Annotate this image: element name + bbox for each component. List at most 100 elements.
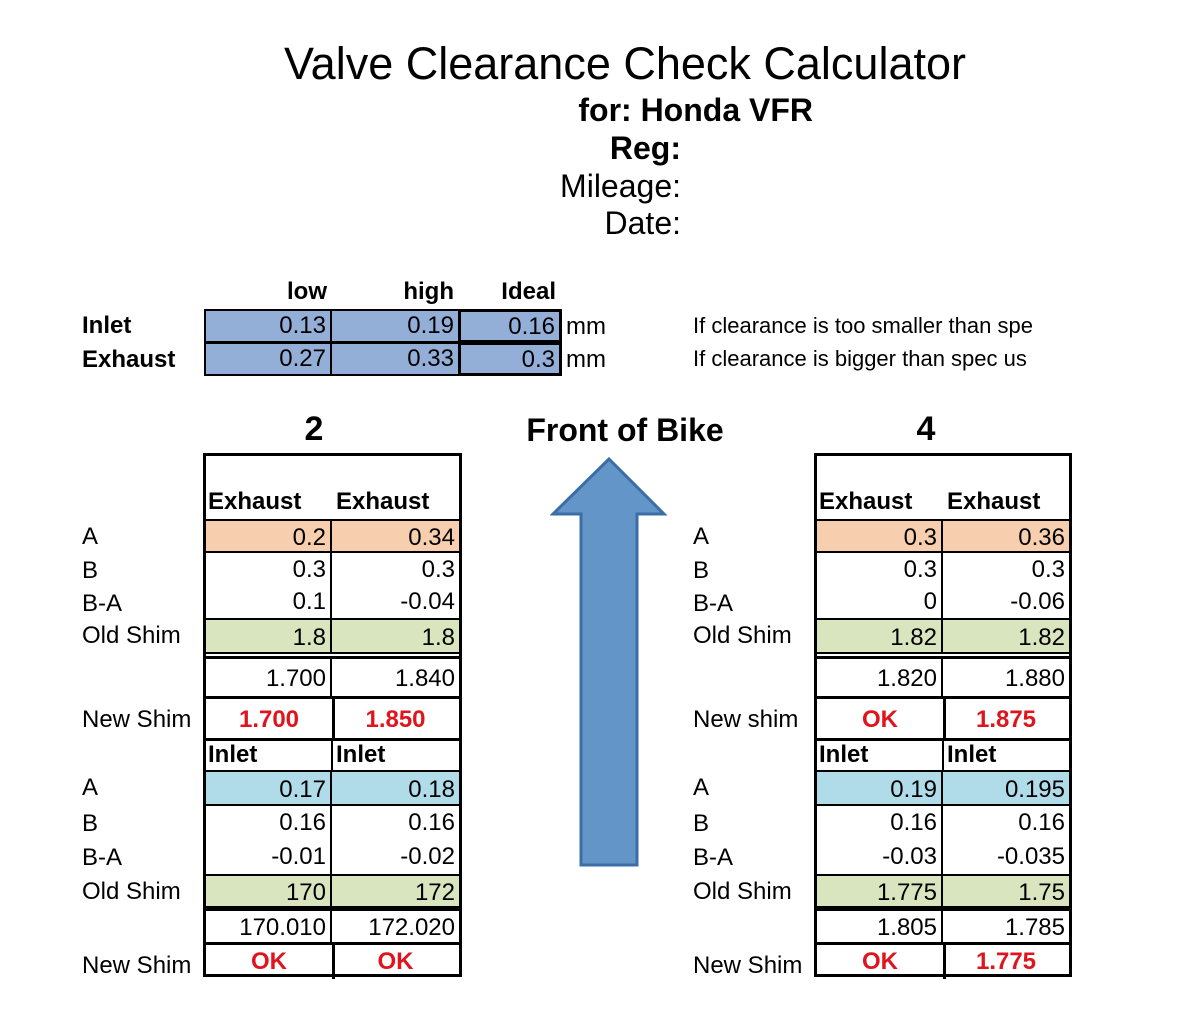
cyl2-inlet-new-shim-1: OK — [206, 942, 335, 979]
cyl2-exhaust-old-2[interactable]: 1.8 — [332, 618, 459, 654]
cylinder-4-heading: 4 — [916, 410, 936, 448]
cyl2-inlet-calc-2: 172.020 — [332, 908, 459, 942]
cyl4-inlet-b-1[interactable]: 0.16 — [817, 806, 943, 840]
note-too-big: If clearance is bigger than spec us — [693, 346, 1027, 371]
cyl4-inlet-b-2[interactable]: 0.16 — [1018, 809, 1065, 836]
cyl4-exhaust-b-1[interactable]: 0.3 — [817, 553, 943, 586]
cyl2-inlet-row-b-label: B — [82, 810, 99, 837]
front-arrow-icon — [550, 456, 668, 867]
cyl2-inlet-a-2[interactable]: 0.18 — [332, 770, 459, 806]
spec-col-high: high — [403, 278, 454, 305]
cyl2-exhaust-new-shim-2: 1.850 — [332, 696, 459, 741]
cyl2-inlet-old-1[interactable]: 170 — [206, 874, 332, 908]
cyl4-exhaust-a-1[interactable]: 0.3 — [817, 519, 943, 553]
cyl2-exhaust-new-shim-1: 1.700 — [206, 696, 335, 741]
cyl4-inlet-new-shim-2: 1.775 — [943, 942, 1069, 979]
cyl2-exhaust-calc-1: 1.700 — [206, 656, 332, 696]
cyl4-inlet-a-2[interactable]: 0.195 — [943, 770, 1069, 806]
spec-inlet-low[interactable]: 0.13 — [204, 309, 332, 343]
cyl2-inlet-b-2[interactable]: 0.16 — [408, 809, 455, 836]
cyl4-exhaust-row-a-label: A — [693, 523, 710, 550]
cyl4-inlet-row-new-label: New Shim — [693, 952, 803, 979]
cyl2-inlet-calc-1: 170.010 — [206, 908, 332, 942]
cyl4-exhaust-col-2-header: Exhaust — [947, 488, 1041, 515]
cyl4-exhaust-col-1-header: Exhaust — [819, 488, 913, 515]
front-of-bike-label: Front of Bike — [526, 412, 724, 448]
reg-label: Reg: — [609, 130, 681, 166]
cyl4-exhaust-new-shim-2: 1.875 — [943, 696, 1069, 741]
vehicle-line: for: Honda VFR — [578, 92, 813, 128]
cyl4-exhaust-row-b-label: B — [693, 557, 710, 584]
cyl4-exhaust-old-1[interactable]: 1.82 — [817, 618, 943, 654]
cyl4-inlet-row-b-label: B — [693, 810, 710, 837]
cyl2-exhaust-b-1[interactable]: 0.3 — [206, 553, 332, 586]
cyl2-exhaust-col-1-header: Exhaust — [208, 488, 302, 515]
cyl2-inlet-new-shim-2: OK — [332, 942, 459, 979]
spec-inlet-high[interactable]: 0.19 — [330, 309, 460, 343]
cyl2-exhaust-row-ba-label: B-A — [82, 590, 123, 617]
cyl2-exhaust-b-2[interactable]: 0.3 — [421, 556, 455, 583]
spec-exhaust-low[interactable]: 0.27 — [204, 342, 332, 376]
cyl2-exhaust-old-1[interactable]: 1.8 — [206, 618, 332, 654]
cyl4-inlet-col-2-header: Inlet — [947, 741, 997, 768]
cyl4-exhaust-ba-2: -0.06 — [1010, 588, 1065, 615]
page-title: Valve Clearance Check Calculator — [284, 38, 966, 89]
cyl2-exhaust-col-2-header: Exhaust — [336, 488, 430, 515]
cyl4-inlet-row-ba-label: B-A — [693, 844, 734, 871]
cyl2-exhaust-row-new-label: New Shim — [82, 706, 192, 733]
cyl2-inlet-b-1[interactable]: 0.16 — [206, 806, 332, 840]
cyl4-inlet-col-1-header: Inlet — [819, 741, 869, 768]
spec-col-low: low — [287, 278, 327, 305]
date-label: Date: — [604, 205, 681, 241]
cyl2-inlet-row-ba-label: B-A — [82, 844, 123, 871]
cyl2-inlet-old-2[interactable]: 172 — [332, 874, 459, 908]
cyl4-exhaust-row-old-label: Old Shim — [693, 622, 792, 649]
cyl2-exhaust-a-2[interactable]: 0.34 — [332, 519, 459, 553]
spec-inlet-unit: mm — [566, 313, 606, 340]
cyl4-inlet-ba-1: -0.03 — [817, 840, 943, 874]
cyl4-inlet-ba-2: -0.035 — [996, 843, 1065, 870]
cyl2-exhaust-row-b-label: B — [82, 557, 99, 584]
cyl4-exhaust-calc-1: 1.820 — [817, 656, 943, 696]
cyl2-inlet-row-old-label: Old Shim — [82, 878, 181, 905]
cyl2-exhaust-row-old-label: Old Shim — [82, 622, 181, 649]
spec-exhaust-unit: mm — [566, 346, 606, 373]
cyl2-inlet-col-2-header: Inlet — [336, 741, 386, 768]
cyl2-exhaust-a-1[interactable]: 0.2 — [206, 519, 332, 553]
cyl4-exhaust-row-ba-label: B-A — [693, 590, 734, 617]
cyl4-inlet-header-divider — [942, 738, 944, 770]
cyl2-exhaust-calc-2: 1.840 — [332, 656, 459, 696]
cyl4-inlet-row-a-label: A — [693, 774, 710, 801]
cyl4-exhaust-old-2[interactable]: 1.82 — [943, 618, 1069, 654]
cyl4-inlet-a-1[interactable]: 0.19 — [817, 770, 943, 806]
cyl2-inlet-row-a-label: A — [82, 774, 99, 801]
cyl4-inlet-calc-1: 1.805 — [817, 908, 943, 942]
cyl4-exhaust-b-2[interactable]: 0.3 — [1031, 556, 1065, 583]
cyl2-exhaust-row-a-label: A — [82, 523, 99, 550]
cyl2-exhaust-ba-1: 0.1 — [206, 586, 332, 618]
spec-exhaust-ideal[interactable]: 0.3 — [458, 342, 562, 376]
cyl2-inlet-a-1[interactable]: 0.17 — [206, 770, 332, 806]
cyl2-inlet-header-divider — [331, 738, 333, 770]
cylinder-2-heading: 2 — [304, 410, 324, 448]
cyl4-exhaust-new-shim-1: OK — [817, 696, 946, 741]
cyl4-inlet-new-shim-1: OK — [817, 942, 946, 979]
cyl2-inlet-row-new-label: New Shim — [82, 952, 192, 979]
cyl4-exhaust-calc-2: 1.880 — [943, 656, 1069, 696]
cyl4-inlet-old-1[interactable]: 1.775 — [817, 874, 943, 908]
cyl4-inlet-calc-2: 1.785 — [943, 908, 1069, 942]
cyl4-exhaust-a-2[interactable]: 0.36 — [943, 519, 1069, 553]
cyl2-exhaust-ba-2: -0.04 — [400, 588, 455, 615]
cyl2-inlet-col-1-header: Inlet — [208, 741, 258, 768]
note-too-small: If clearance is too smaller than spe — [693, 313, 1033, 338]
cyl2-inlet-ba-1: -0.01 — [206, 840, 332, 874]
cyl4-exhaust-row-new-label: New shim — [693, 706, 799, 733]
cyl4-exhaust-ba-1: 0 — [817, 586, 943, 618]
mileage-label: Mileage: — [560, 168, 681, 204]
spec-col-ideal: Ideal — [501, 278, 556, 305]
spec-inlet-ideal[interactable]: 0.16 — [458, 309, 562, 343]
spec-exhaust-high[interactable]: 0.33 — [330, 342, 460, 376]
cyl2-inlet-ba-2: -0.02 — [400, 843, 455, 870]
cyl4-inlet-row-old-label: Old Shim — [693, 878, 792, 905]
cyl4-inlet-old-2[interactable]: 1.75 — [943, 874, 1069, 908]
